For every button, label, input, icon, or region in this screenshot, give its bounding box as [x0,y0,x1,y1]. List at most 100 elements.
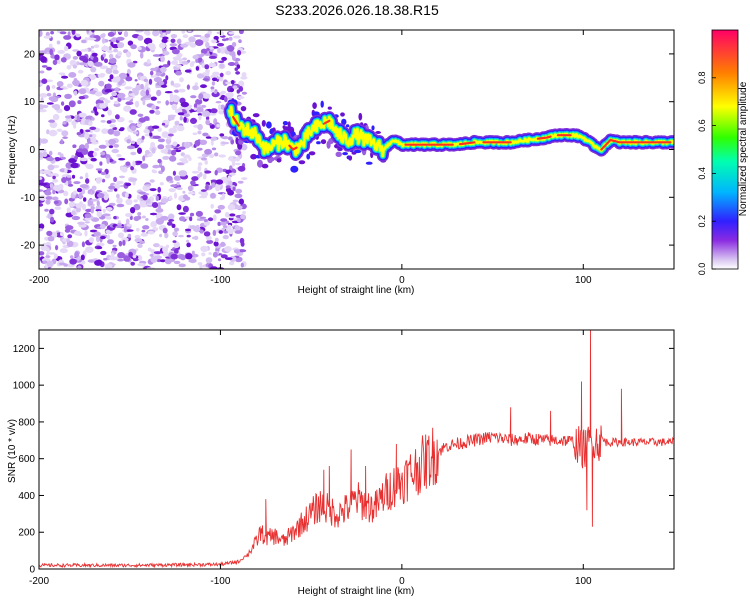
noise-speckle [240,76,248,80]
snr-frame [38,329,675,570]
noise-speckle [162,32,166,38]
noise-speckle [46,260,54,268]
noise-speckle [224,257,233,260]
noise-speckle [97,74,102,78]
noise-speckle [173,248,179,254]
noise-speckle [142,194,148,201]
noise-speckle [192,85,199,91]
noise-speckle [91,185,97,191]
noise-speckle [74,251,79,258]
noise-speckle [168,127,178,134]
noise-speckle [200,245,209,252]
noise-speckle [202,78,209,81]
noise-speckle [236,89,240,94]
y-tick-label: 1000 [13,381,36,392]
noise-speckle [72,144,77,148]
noise-speckle [205,183,209,191]
noise-speckle [213,90,218,95]
noise-speckle [149,70,154,76]
noise-speckle [203,220,210,226]
noise-speckle [190,95,197,99]
noise-speckle [72,49,80,52]
noise-speckle [237,165,246,172]
noise-speckle [61,75,69,79]
noise-speckle [240,214,246,220]
noise-speckle [178,170,188,177]
noise-speckle [137,243,143,248]
noise-speckle [76,132,82,136]
noise-speckle [45,199,51,205]
noise-speckle [204,64,210,70]
noise-speckle [115,114,120,120]
noise-speckle [181,30,186,34]
y-tick-label: 400 [18,491,35,502]
noise-speckle [213,241,219,247]
noise-speckle [175,70,183,76]
noise-speckle [199,264,203,269]
noise-speckle [98,80,105,87]
noise-speckle [39,182,48,186]
noise-speckle [49,183,54,188]
noise-speckle [127,40,134,46]
noise-speckle [145,149,150,155]
noise-speckle [100,235,106,240]
ridge-speckle [320,139,327,145]
noise-speckle [45,196,53,200]
noise-speckle [196,147,203,151]
noise-speckle [110,96,114,100]
colorbar-tick-label: 0.8 [697,72,707,85]
snr-line-layer [39,330,674,569]
noise-speckle [84,48,89,52]
noise-speckle [218,230,223,234]
noise-speckle [218,60,225,63]
noise-speckle [190,180,196,186]
noise-speckle [67,183,74,187]
noise-speckle [209,266,218,269]
noise-speckle [113,130,121,137]
noise-speckle [118,157,126,161]
noise-speckle [159,233,163,238]
noise-speckle [182,190,186,194]
noise-speckle [39,228,44,232]
noise-speckle [205,119,211,126]
colorbar-tick-label: 0.6 [697,119,707,132]
noise-speckle [64,115,72,119]
noise-speckle [87,189,92,194]
noise-speckle [111,148,119,154]
noise-speckle [90,66,97,73]
noise-speckle [95,235,100,243]
noise-speckle [215,101,222,104]
noise-speckle [145,89,150,96]
noise-speckle [135,30,144,33]
noise-speckle [136,139,142,146]
spectrogram-y-label: Frequency (Hz) [7,116,18,185]
noise-speckle [117,92,126,99]
noise-speckle [160,165,165,173]
noise-speckle [130,140,136,145]
noise-speckle [176,181,180,186]
noise-speckle [198,93,204,100]
noise-speckle [157,144,165,150]
noise-speckle [105,83,112,90]
noise-speckle [68,158,77,164]
noise-speckle [204,148,213,155]
noise-speckle [208,62,216,68]
noise-speckle [188,191,196,195]
noise-speckle [173,94,178,98]
noise-speckle [126,223,133,227]
noise-speckle [76,115,80,122]
y-tick-label: 20 [24,49,36,60]
noise-speckle [188,259,197,263]
ridge-speckle [312,111,320,116]
noise-speckle [52,175,56,180]
noise-speckle [209,185,213,190]
noise-speckle [208,252,212,255]
noise-speckle [212,229,217,236]
noise-speckle [58,72,66,75]
noise-speckle [46,79,53,83]
noise-speckle [150,67,158,71]
noise-speckle [211,77,218,82]
ridge-peak-2 [322,119,331,125]
noise-speckle [204,170,212,174]
noise-speckle [172,231,178,237]
